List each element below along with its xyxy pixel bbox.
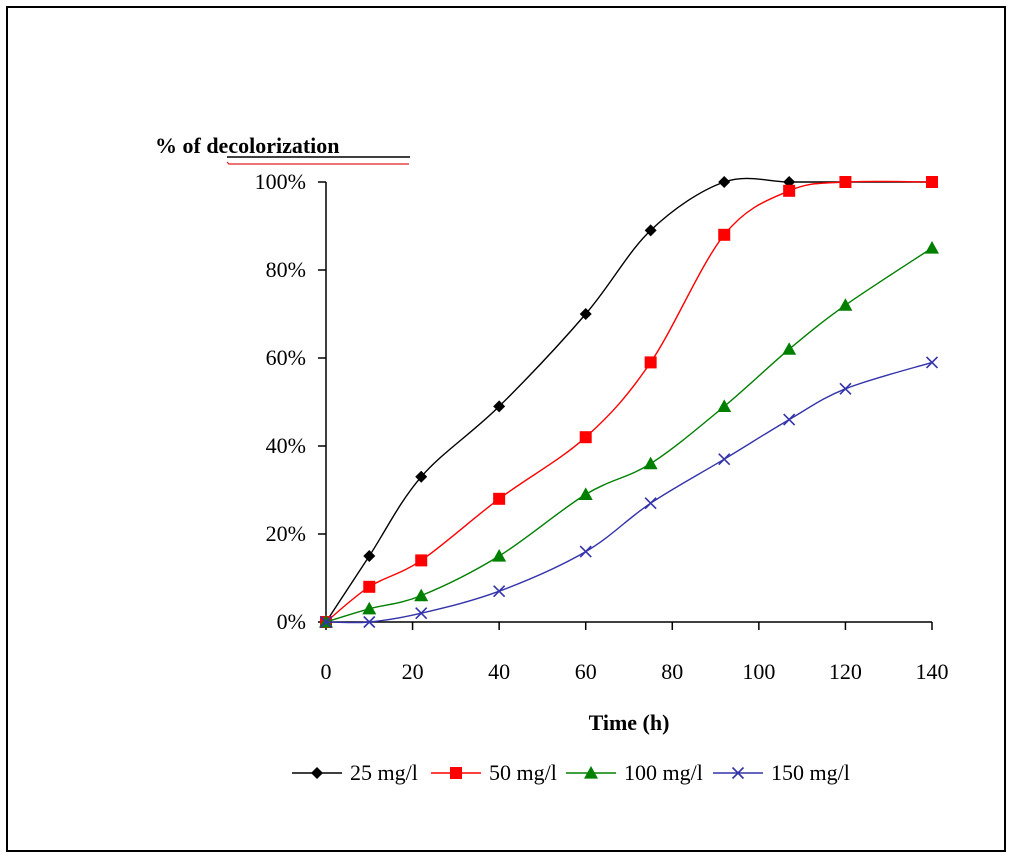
data-point-series-3 — [644, 497, 657, 510]
data-point-series-3 — [718, 453, 731, 466]
data-point-series-0 — [644, 224, 657, 237]
x-tick-label: 140 — [916, 659, 949, 684]
data-point-series-2 — [782, 342, 797, 355]
data-point-series-1 — [363, 580, 376, 593]
legend-label-3: 150 mg/l — [771, 760, 850, 785]
x-tick-label: 0 — [321, 659, 332, 684]
x-tick-label: 40 — [488, 659, 510, 684]
ticks: 0% 20% 40% 60% 80% 100% 0 20 40 60 80 100 120 140 — [255, 169, 949, 684]
x-tick-label: 20 — [402, 659, 424, 684]
series-group — [319, 176, 939, 629]
series-line-1 — [325, 180, 933, 623]
data-point-series-1 — [718, 228, 731, 241]
legend-marker-1 — [450, 767, 462, 779]
x-tick-label: 100 — [742, 659, 775, 684]
legend-marker-3 — [731, 766, 745, 780]
data-point-series-1 — [839, 176, 852, 188]
legend: 25 mg/l 50 mg/l 100 mg/l 150 mg/l — [292, 760, 850, 785]
data-point-series-3-stroke — [925, 356, 939, 369]
data-point-series-2 — [414, 588, 429, 602]
data-point-series-3 — [783, 413, 796, 426]
data-point-series-3-stroke — [319, 615, 333, 629]
y-axis-title: % of decolorization — [155, 133, 340, 158]
spellcheck-squiggle — [226, 161, 409, 165]
data-point-series-2 — [925, 241, 939, 254]
x-tick-label: 60 — [575, 659, 597, 684]
legend-label-2: 100 mg/l — [624, 760, 703, 785]
y-tick-label: 60% — [266, 345, 306, 370]
y-tick-label: 100% — [255, 169, 306, 194]
data-point-series-1 — [493, 492, 506, 505]
legend-marker-3-stroke — [731, 766, 745, 780]
data-point-series-0 — [579, 308, 592, 320]
x-tick-label: 80 — [661, 659, 683, 684]
data-point-series-1 — [644, 356, 657, 369]
y-tick-label: 40% — [266, 433, 306, 458]
legend-label-1: 50 mg/l — [489, 760, 557, 785]
data-point-series-3-stroke — [839, 382, 852, 395]
legend-label-0: 25 mg/l — [350, 760, 418, 785]
data-point-series-3-stroke — [415, 607, 428, 620]
y-tick-label: 20% — [266, 521, 306, 546]
series-line-2 — [325, 247, 933, 623]
series-line-0 — [325, 177, 933, 623]
x-axis-title: Time (h) — [589, 710, 670, 735]
data-point-series-1 — [415, 554, 428, 567]
legend-marker-2 — [584, 766, 598, 779]
data-point-series-2 — [578, 487, 593, 500]
y-tick-label: 80% — [266, 257, 306, 282]
data-point-series-2 — [838, 298, 853, 311]
data-point-series-0 — [363, 550, 376, 562]
data-point-series-2 — [492, 549, 507, 562]
data-point-series-0 — [415, 470, 428, 483]
chart-frame — [6, 6, 1006, 852]
data-point-series-3-stroke — [493, 585, 506, 598]
data-point-series-3 — [415, 607, 428, 620]
data-point-series-3-stroke — [783, 413, 796, 426]
data-point-series-3-stroke — [363, 615, 376, 629]
data-point-series-3-stroke — [579, 545, 592, 558]
series-line-3 — [325, 361, 933, 624]
data-point-series-1 — [926, 176, 938, 188]
data-point-series-0 — [493, 400, 506, 413]
data-point-series-1 — [579, 431, 592, 444]
data-point-series-3 — [925, 356, 939, 369]
data-point-series-2 — [643, 456, 658, 470]
data-point-series-3-stroke — [644, 497, 657, 510]
data-point-series-3 — [839, 382, 852, 395]
axes — [325, 182, 932, 623]
data-point-series-0 — [718, 176, 731, 188]
x-tick-label: 120 — [829, 659, 862, 684]
data-point-series-2 — [717, 399, 732, 412]
data-point-series-3-stroke — [718, 453, 731, 466]
data-point-series-3 — [363, 615, 376, 629]
y-tick-label: 0% — [277, 609, 306, 634]
legend-marker-0 — [311, 767, 323, 779]
data-point-series-2 — [362, 601, 377, 615]
data-point-series-3 — [579, 545, 592, 558]
data-point-series-1 — [783, 184, 796, 197]
data-point-series-3 — [319, 615, 333, 629]
data-point-series-3 — [493, 585, 506, 598]
